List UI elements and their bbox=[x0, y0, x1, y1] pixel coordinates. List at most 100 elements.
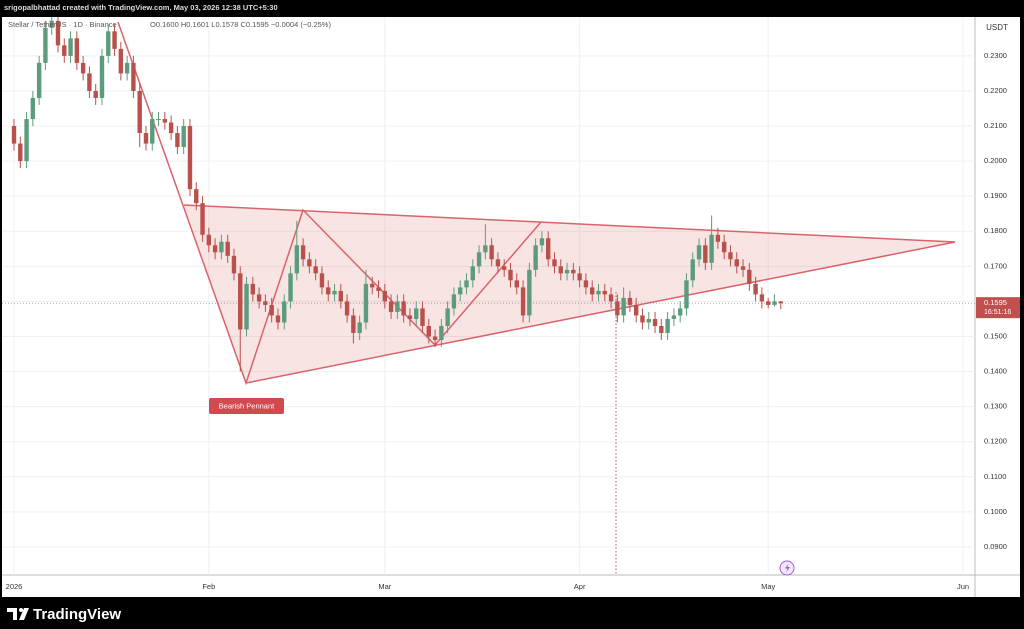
price-tag-countdown: 16:51:16 bbox=[984, 309, 1011, 316]
candle-body bbox=[131, 62, 136, 91]
candle-body bbox=[300, 245, 306, 260]
candle-body bbox=[539, 238, 545, 246]
candle-body bbox=[124, 62, 130, 74]
candle-body bbox=[589, 287, 595, 295]
candle-body bbox=[414, 308, 419, 319]
candle-body bbox=[55, 20, 61, 46]
candle-body bbox=[168, 122, 174, 134]
candle-body bbox=[546, 238, 551, 260]
candle-body bbox=[326, 287, 331, 295]
y-tick-label: 0.2000 bbox=[984, 156, 1007, 165]
grid bbox=[2, 17, 975, 575]
candle-body bbox=[363, 283, 369, 323]
candle-body bbox=[703, 245, 708, 263]
candle-body bbox=[118, 48, 124, 74]
candle-body bbox=[231, 255, 237, 274]
y-tick-label: 0.1000 bbox=[984, 507, 1007, 516]
y-tick-label: 0.2300 bbox=[984, 51, 1007, 60]
candle-body bbox=[93, 90, 98, 98]
candle-body bbox=[608, 294, 614, 302]
candle-body bbox=[62, 45, 67, 56]
candle-body bbox=[376, 287, 381, 291]
candle-body bbox=[18, 143, 23, 162]
candle-body bbox=[508, 269, 513, 281]
candles bbox=[11, 17, 783, 372]
candle-body bbox=[451, 294, 457, 309]
candle-body bbox=[439, 325, 444, 340]
y-tick-label: 0.2200 bbox=[984, 86, 1007, 95]
candle-body bbox=[162, 119, 168, 123]
candle-body bbox=[388, 301, 394, 312]
candle-body bbox=[351, 315, 356, 333]
price-tag bbox=[976, 297, 1020, 319]
annotation-box bbox=[209, 398, 284, 414]
candle-body bbox=[476, 252, 482, 267]
candle-body bbox=[250, 283, 256, 295]
candle-body bbox=[307, 259, 312, 267]
candle-body bbox=[143, 133, 149, 144]
candle-body bbox=[646, 318, 651, 323]
candle-body bbox=[269, 304, 274, 316]
candle-body bbox=[596, 290, 601, 295]
x-tick-label: 2026 bbox=[6, 582, 23, 591]
chart-background bbox=[2, 17, 1020, 597]
candle-body bbox=[24, 119, 29, 162]
candle-body bbox=[338, 290, 344, 302]
header: srigopalbhattad created with TradingView… bbox=[4, 3, 278, 12]
y-tick-label: 0.1400 bbox=[984, 367, 1007, 376]
candle-body bbox=[225, 241, 230, 256]
candle-body bbox=[621, 297, 626, 316]
pennant-lower bbox=[245, 241, 956, 384]
candle-body bbox=[395, 301, 400, 312]
candle-body bbox=[552, 259, 557, 267]
x-tick-label: May bbox=[761, 582, 775, 591]
candle-body bbox=[728, 252, 733, 260]
candle-body bbox=[615, 301, 620, 316]
candle-body bbox=[150, 119, 155, 144]
candle-body bbox=[282, 301, 287, 323]
zigzag bbox=[117, 21, 542, 386]
candle-body bbox=[640, 315, 645, 323]
symbol: Stellar / TetherUS · 1D · Binance bbox=[8, 20, 117, 29]
x-tick-label: Jun bbox=[957, 582, 969, 591]
candle-body bbox=[470, 266, 475, 281]
candle-body bbox=[665, 318, 670, 333]
x-tick-label: Feb bbox=[202, 582, 215, 591]
candle-body bbox=[721, 241, 727, 253]
candle-body bbox=[181, 126, 186, 148]
candle-body bbox=[194, 189, 199, 204]
candle-body bbox=[263, 301, 268, 305]
ohlc-legend: O0.1600 H0.1601 L0.1578 C0.1595 −0.0004 … bbox=[150, 20, 331, 29]
y-tick-label: 0.0900 bbox=[984, 542, 1007, 551]
candle-body bbox=[747, 269, 752, 284]
candle-body bbox=[288, 273, 293, 302]
candle-body bbox=[407, 315, 413, 319]
y-tick-label: 0.1700 bbox=[984, 261, 1007, 270]
x-tick-label: Apr bbox=[574, 582, 586, 591]
y-tick-label: 0.2100 bbox=[984, 121, 1007, 130]
candle-body bbox=[740, 266, 746, 270]
candle-body bbox=[357, 322, 362, 333]
candle-body bbox=[175, 133, 180, 148]
candle-body bbox=[87, 73, 92, 91]
candle-body bbox=[696, 245, 702, 260]
candle-body bbox=[187, 126, 193, 190]
candle-body bbox=[533, 245, 538, 270]
candle-body bbox=[36, 62, 42, 98]
y-tick-label: 0.1500 bbox=[984, 331, 1007, 340]
candle-body bbox=[319, 273, 325, 288]
candle-body bbox=[765, 301, 771, 305]
candle-body bbox=[652, 318, 658, 326]
candle-body bbox=[137, 90, 142, 134]
candle-body bbox=[527, 269, 532, 316]
candle-body bbox=[49, 20, 54, 28]
candle-body bbox=[206, 234, 212, 246]
brand: TradingView bbox=[33, 606, 121, 623]
candle-body bbox=[564, 269, 570, 274]
y-tick-label: 0.1900 bbox=[984, 191, 1007, 200]
candle-body bbox=[99, 55, 105, 98]
candle-body bbox=[382, 290, 388, 302]
candle-body bbox=[458, 287, 463, 295]
candle-body bbox=[313, 266, 318, 274]
